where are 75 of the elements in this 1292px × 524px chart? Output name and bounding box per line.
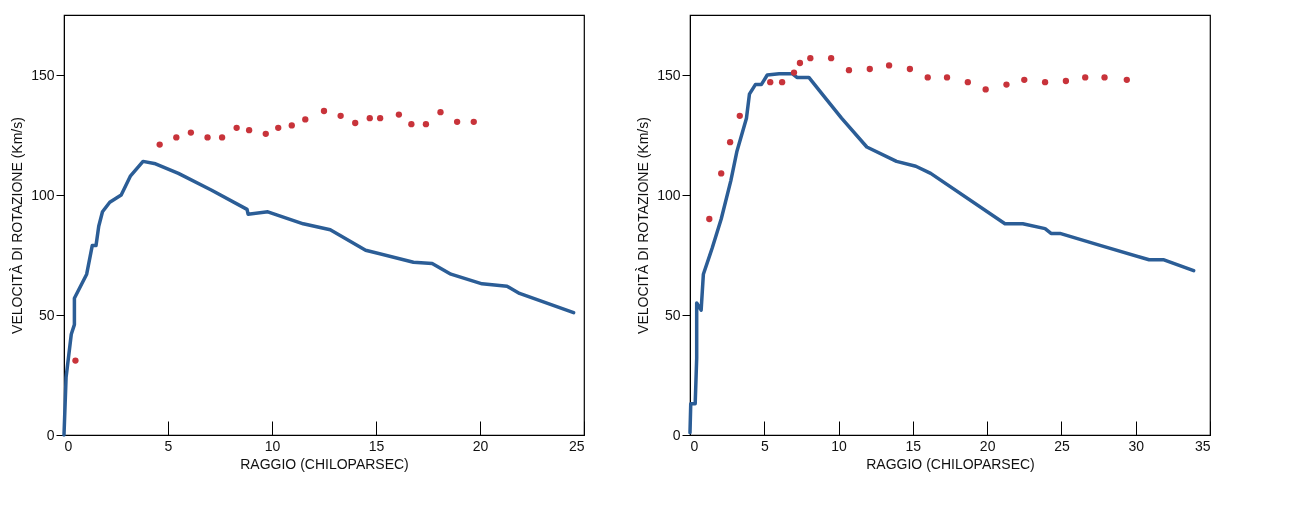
x-tick-label: 25 [1054, 437, 1070, 454]
point [790, 69, 798, 76]
y-tick-label: 100 [657, 186, 681, 203]
point [964, 79, 971, 86]
x-tick-label: 0 [64, 437, 73, 454]
point [337, 112, 344, 119]
y-tick-label: 50 [38, 306, 55, 323]
x-tick-label: 15 [905, 437, 922, 454]
point [706, 215, 713, 223]
y-tick-label: 150 [657, 66, 681, 83]
point [156, 141, 163, 148]
y-tick-label: 0 [46, 426, 55, 443]
y-axis-title: VELOCITÀ DI ROTAZIONE (Km/s) [9, 117, 26, 334]
point [845, 67, 853, 74]
point [767, 79, 774, 86]
point [302, 116, 309, 123]
x-axis-title: RAGGIO (CHILOPARSEC) [240, 455, 409, 472]
x-tick-label: 15 [368, 437, 385, 454]
point [1101, 74, 1108, 81]
y-tick-label: 50 [664, 306, 681, 323]
point [1041, 79, 1049, 86]
point [736, 112, 743, 119]
line-series [62, 159, 576, 437]
point [233, 124, 240, 131]
point [352, 119, 359, 127]
point [924, 74, 931, 81]
point [422, 121, 430, 128]
point [796, 59, 804, 67]
point [470, 118, 477, 125]
point [320, 107, 328, 115]
point [718, 170, 725, 177]
y-axis-title: VELOCITÀ DI ROTAZIONE (Km/s) [635, 117, 652, 334]
x-tick-label: 5 [760, 437, 769, 454]
point [1062, 77, 1070, 85]
x-tick-label: 25 [568, 437, 585, 454]
y-tick-label: 0 [672, 426, 681, 443]
point [1021, 76, 1028, 83]
point [866, 65, 873, 73]
x-tick-label: 35 [1194, 437, 1211, 454]
point [726, 139, 734, 146]
point [377, 115, 384, 122]
point [885, 62, 893, 69]
point [807, 55, 814, 62]
y-tick-label: 150 [31, 66, 55, 83]
point [1123, 76, 1130, 83]
x-tick-label: 0 [690, 437, 699, 454]
x-tick-label: 20 [472, 437, 489, 454]
point [437, 109, 444, 116]
point [1082, 74, 1089, 81]
point [453, 118, 461, 125]
x-tick-label: 30 [1128, 437, 1145, 454]
x-axis-title: RAGGIO (CHILOPARSEC) [866, 455, 1035, 472]
point [366, 115, 373, 122]
point [906, 65, 914, 73]
point [173, 134, 180, 141]
x-tick-label: 10 [264, 437, 281, 454]
point [275, 124, 282, 131]
point [218, 134, 226, 141]
point [408, 121, 415, 128]
x-tick-label: 5 [164, 437, 173, 454]
point [943, 74, 951, 81]
point [1003, 81, 1010, 88]
point [262, 130, 269, 137]
point [982, 86, 989, 93]
point [288, 122, 295, 129]
x-tick-label: 10 [831, 437, 848, 454]
point [72, 357, 79, 364]
point [187, 129, 195, 136]
point [827, 55, 835, 62]
point [245, 127, 253, 134]
point [204, 134, 211, 141]
y-tick-label: 100 [31, 186, 55, 203]
x-tick-label: 20 [979, 437, 996, 454]
point [778, 79, 786, 86]
point [395, 111, 403, 118]
